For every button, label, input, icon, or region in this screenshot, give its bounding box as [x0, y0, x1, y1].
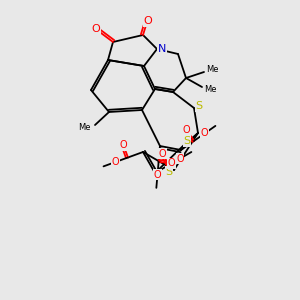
- Text: S: S: [183, 136, 190, 146]
- Text: O: O: [201, 128, 208, 138]
- Text: O: O: [112, 157, 120, 167]
- Text: O: O: [154, 170, 161, 180]
- Text: O: O: [158, 149, 166, 159]
- Text: O: O: [176, 154, 184, 164]
- Text: O: O: [92, 24, 100, 34]
- Text: Me: Me: [79, 124, 91, 133]
- Text: S: S: [195, 101, 203, 111]
- Text: O: O: [168, 158, 176, 168]
- Text: O: O: [183, 125, 190, 135]
- Text: S: S: [165, 167, 172, 177]
- Text: N: N: [158, 44, 166, 54]
- Text: Me: Me: [206, 65, 218, 74]
- Text: O: O: [120, 140, 127, 150]
- Text: Me: Me: [204, 85, 216, 94]
- Text: O: O: [144, 16, 152, 26]
